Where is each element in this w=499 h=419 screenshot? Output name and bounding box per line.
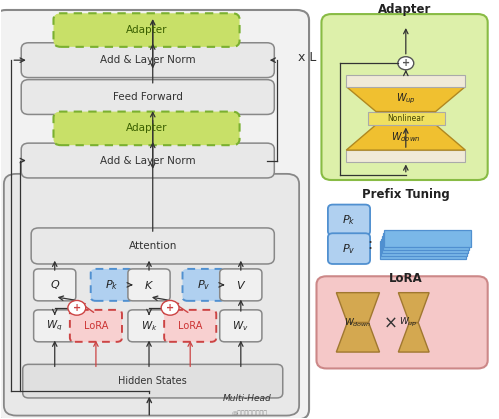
FancyBboxPatch shape xyxy=(0,10,309,419)
Text: @稀土掘金技术社区: @稀土掘金技术社区 xyxy=(232,410,267,416)
Text: LoRA: LoRA xyxy=(178,321,203,331)
Text: x L: x L xyxy=(298,51,316,64)
Text: Adapter: Adapter xyxy=(126,25,167,35)
Bar xyxy=(380,241,467,259)
Text: $V$: $V$ xyxy=(236,279,246,291)
FancyBboxPatch shape xyxy=(183,269,225,301)
Text: $P_v$: $P_v$ xyxy=(197,278,210,292)
FancyBboxPatch shape xyxy=(220,269,262,301)
FancyBboxPatch shape xyxy=(328,233,370,264)
Text: $W_{down}$: $W_{down}$ xyxy=(391,130,421,144)
Text: Hidden States: Hidden States xyxy=(118,376,187,386)
Bar xyxy=(384,230,471,247)
FancyBboxPatch shape xyxy=(53,111,240,145)
Circle shape xyxy=(68,300,86,315)
Bar xyxy=(383,233,470,250)
FancyBboxPatch shape xyxy=(23,365,283,398)
Polygon shape xyxy=(398,323,429,352)
Polygon shape xyxy=(336,292,380,323)
FancyBboxPatch shape xyxy=(4,174,299,416)
FancyBboxPatch shape xyxy=(53,13,240,47)
Text: +: + xyxy=(402,58,410,68)
Text: $P_k$: $P_k$ xyxy=(342,213,356,227)
Text: $W_{up}$: $W_{up}$ xyxy=(396,92,416,106)
Text: Multi-Head: Multi-Head xyxy=(223,394,272,403)
Text: $K$: $K$ xyxy=(144,279,154,291)
FancyBboxPatch shape xyxy=(91,269,133,301)
Text: :: : xyxy=(368,237,373,252)
Polygon shape xyxy=(346,87,466,111)
Polygon shape xyxy=(336,323,380,352)
FancyBboxPatch shape xyxy=(21,143,274,178)
Text: $P_v$: $P_v$ xyxy=(342,242,356,256)
Text: $P_k$: $P_k$ xyxy=(105,278,119,292)
Text: $W_k$: $W_k$ xyxy=(141,319,157,333)
Polygon shape xyxy=(398,292,429,323)
Text: $W_{down}$: $W_{down}$ xyxy=(344,316,372,328)
Text: Nonlinear: Nonlinear xyxy=(387,114,425,123)
FancyBboxPatch shape xyxy=(220,310,262,342)
Circle shape xyxy=(398,57,414,70)
Circle shape xyxy=(161,300,179,315)
Text: $W_q$: $W_q$ xyxy=(46,318,63,333)
Text: LoRA: LoRA xyxy=(84,321,108,331)
Text: LoRA: LoRA xyxy=(389,272,423,285)
Text: Prefix Tuning: Prefix Tuning xyxy=(362,188,450,201)
FancyBboxPatch shape xyxy=(33,269,76,301)
Text: +: + xyxy=(166,303,174,313)
Text: Add & Layer Norm: Add & Layer Norm xyxy=(100,155,196,166)
Polygon shape xyxy=(346,125,466,150)
Text: Attention: Attention xyxy=(129,241,177,251)
FancyBboxPatch shape xyxy=(33,310,76,342)
Bar xyxy=(381,238,468,256)
FancyBboxPatch shape xyxy=(164,310,216,342)
Text: $\times$: $\times$ xyxy=(383,313,397,331)
Text: Adapter: Adapter xyxy=(126,123,167,133)
FancyBboxPatch shape xyxy=(128,310,170,342)
Text: Adapter: Adapter xyxy=(378,3,431,16)
Text: $W_v$: $W_v$ xyxy=(233,319,249,333)
Bar xyxy=(346,150,466,162)
Text: $W_{up}$: $W_{up}$ xyxy=(399,316,418,329)
Text: $Q$: $Q$ xyxy=(49,278,60,291)
FancyBboxPatch shape xyxy=(321,14,488,180)
FancyBboxPatch shape xyxy=(316,276,488,368)
FancyBboxPatch shape xyxy=(21,43,274,78)
FancyBboxPatch shape xyxy=(328,204,370,235)
FancyBboxPatch shape xyxy=(31,228,274,264)
Text: Add & Layer Norm: Add & Layer Norm xyxy=(100,55,196,65)
FancyBboxPatch shape xyxy=(21,80,274,114)
Text: Feed Forward: Feed Forward xyxy=(113,92,183,102)
Text: +: + xyxy=(73,303,81,313)
Bar xyxy=(346,75,466,87)
FancyBboxPatch shape xyxy=(128,269,170,301)
Bar xyxy=(382,236,469,253)
Bar xyxy=(368,111,445,125)
FancyBboxPatch shape xyxy=(70,310,122,342)
